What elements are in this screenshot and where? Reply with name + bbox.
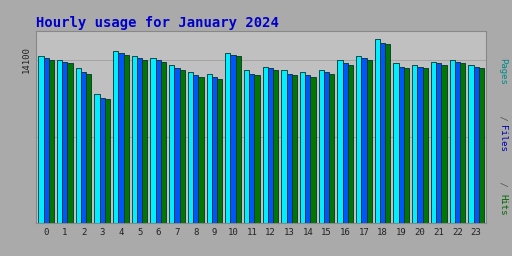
Bar — [49, 60, 54, 223]
Bar — [249, 73, 254, 223]
Bar — [236, 56, 241, 223]
Bar — [57, 60, 62, 223]
Bar — [404, 68, 409, 223]
Text: Pages: Pages — [498, 58, 507, 85]
Bar — [151, 58, 156, 223]
Bar — [385, 45, 391, 223]
Bar — [324, 72, 329, 223]
Bar — [455, 62, 460, 223]
Bar — [217, 79, 222, 223]
Bar — [137, 58, 142, 223]
Bar — [94, 94, 100, 223]
Bar — [68, 63, 73, 223]
Bar — [318, 70, 324, 223]
Bar — [225, 53, 230, 223]
Bar — [460, 63, 465, 223]
Bar — [422, 68, 428, 223]
Bar — [193, 75, 198, 223]
Bar — [337, 60, 343, 223]
Text: Hourly usage for January 2024: Hourly usage for January 2024 — [36, 16, 279, 29]
Bar — [169, 65, 175, 223]
Bar — [450, 60, 455, 223]
Bar — [244, 70, 249, 223]
Bar — [287, 73, 292, 223]
Bar — [268, 68, 273, 223]
Bar — [81, 72, 86, 223]
Bar — [156, 60, 161, 223]
Bar — [263, 67, 268, 223]
Bar — [212, 77, 217, 223]
Bar — [479, 68, 484, 223]
Text: Files: Files — [498, 125, 507, 152]
Bar — [310, 77, 316, 223]
Bar — [300, 72, 305, 223]
Text: /: / — [498, 110, 507, 126]
Bar — [375, 39, 380, 223]
Bar — [399, 67, 404, 223]
Bar — [86, 73, 91, 223]
Bar — [254, 75, 260, 223]
Bar — [188, 72, 193, 223]
Bar — [356, 56, 361, 223]
Bar — [380, 43, 385, 223]
Bar — [62, 62, 68, 223]
Bar — [273, 70, 279, 223]
Bar — [329, 73, 334, 223]
Bar — [105, 99, 110, 223]
Bar — [230, 55, 236, 223]
Bar — [180, 70, 185, 223]
Bar — [292, 75, 297, 223]
Bar — [142, 60, 147, 223]
Bar — [44, 58, 49, 223]
Bar — [474, 67, 479, 223]
Bar — [367, 60, 372, 223]
Bar — [436, 63, 441, 223]
Bar — [38, 56, 44, 223]
Bar — [412, 65, 417, 223]
Bar — [468, 65, 474, 223]
Text: /: / — [498, 176, 507, 192]
Bar — [394, 63, 399, 223]
Bar — [441, 65, 446, 223]
Bar — [417, 67, 422, 223]
Bar — [76, 68, 81, 223]
Bar — [123, 55, 129, 223]
Bar — [198, 77, 204, 223]
Bar — [281, 70, 287, 223]
Bar — [348, 65, 353, 223]
Bar — [361, 58, 367, 223]
Bar — [118, 53, 123, 223]
Bar — [161, 62, 166, 223]
Bar — [206, 73, 212, 223]
Bar — [343, 63, 348, 223]
Bar — [431, 62, 436, 223]
Bar — [175, 68, 180, 223]
Bar — [132, 56, 137, 223]
Bar — [100, 98, 105, 223]
Bar — [305, 75, 310, 223]
Text: Hits: Hits — [498, 194, 507, 216]
Bar — [113, 51, 118, 223]
